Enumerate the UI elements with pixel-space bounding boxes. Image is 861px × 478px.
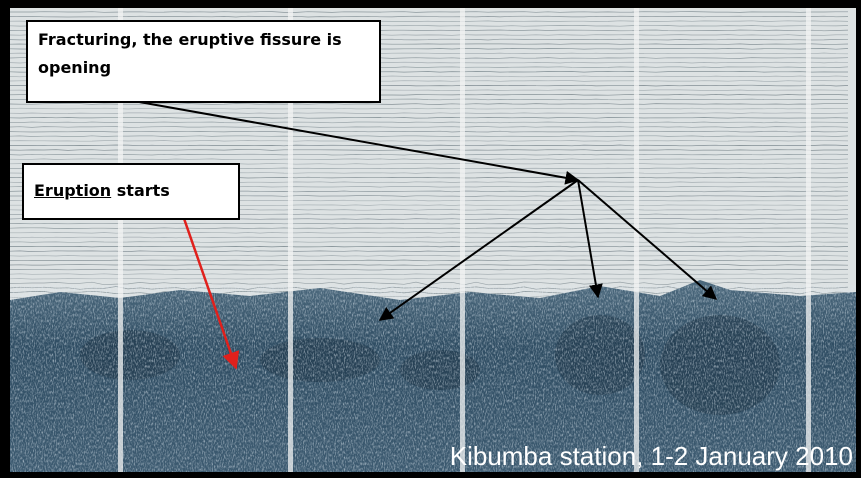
caption: Kibumba station, 1-2 January 2010 — [450, 441, 853, 472]
time-mark — [806, 8, 811, 472]
time-mark — [460, 8, 465, 472]
annotation-text: starts — [117, 181, 170, 200]
annotation-box: Fracturing, the eruptive fissure is open… — [26, 20, 381, 103]
time-mark — [634, 8, 639, 472]
annotation-text: Fracturing, the eruptive fissure is open… — [38, 30, 342, 77]
annotation-box: Eruption starts — [22, 163, 240, 220]
annotation-keyword: Eruption — [34, 181, 111, 200]
seismogram-figure: Fracturing, the eruptive fissure is open… — [0, 0, 861, 478]
